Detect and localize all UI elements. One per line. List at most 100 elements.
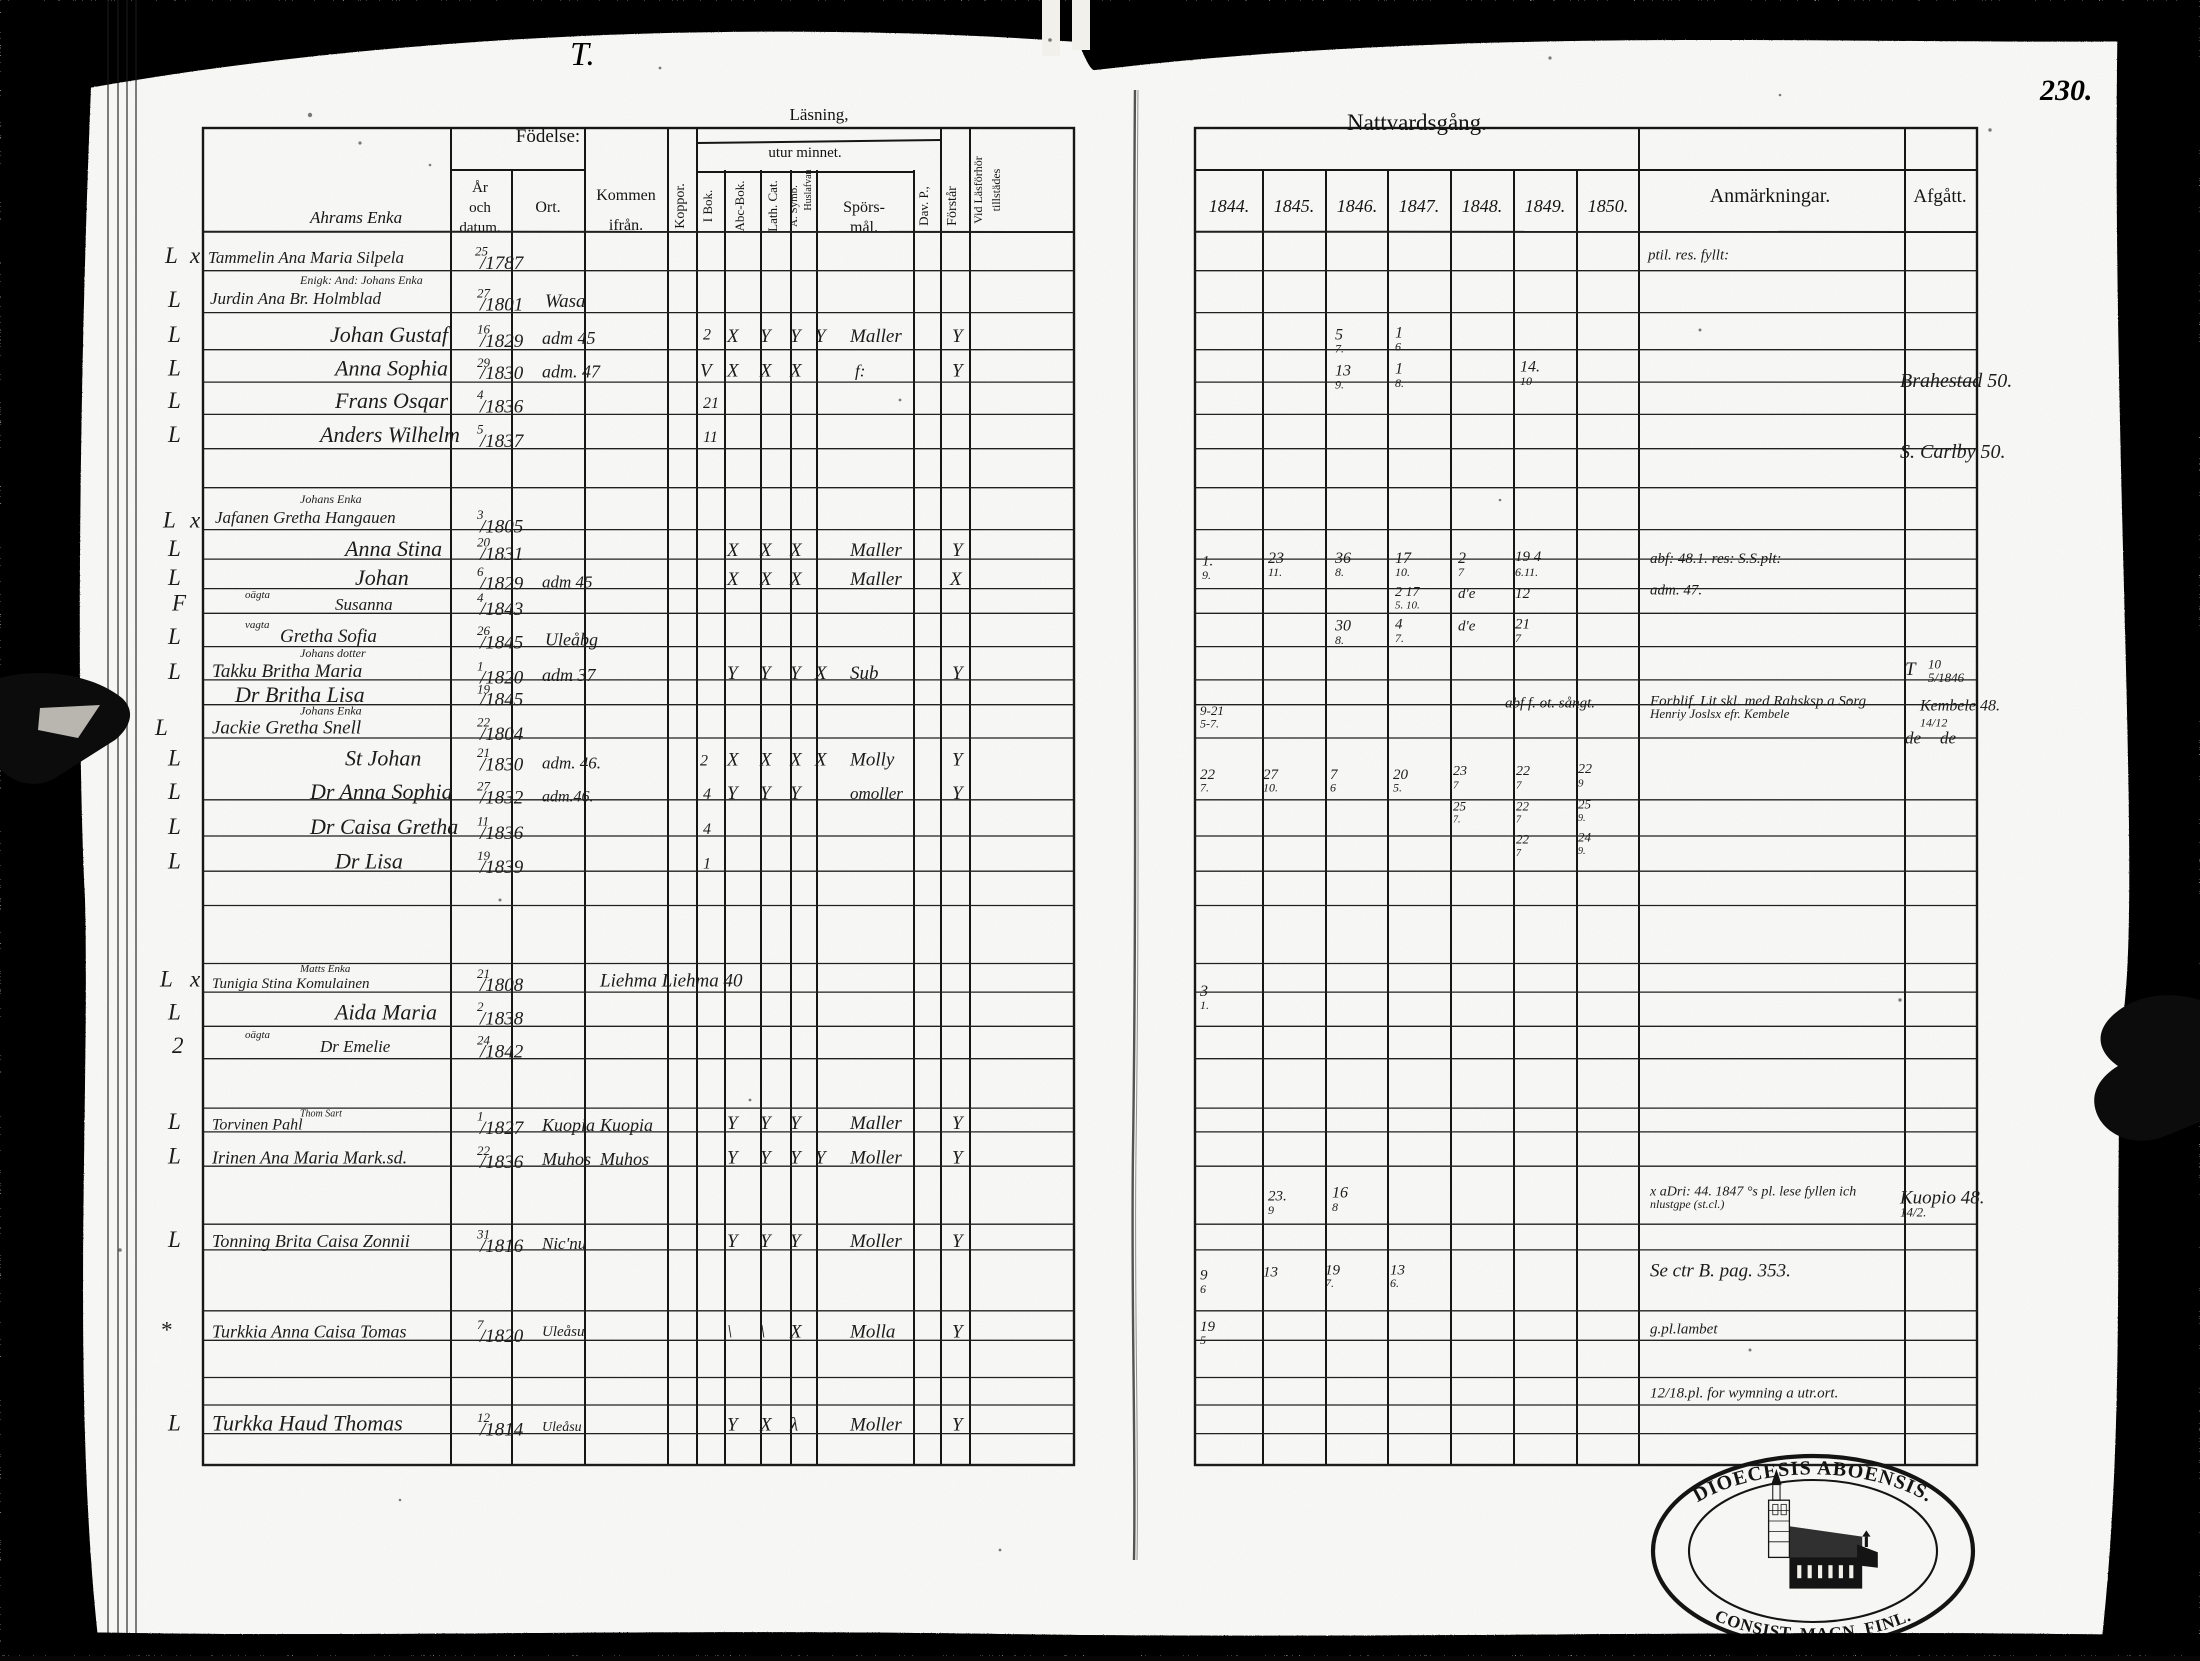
svg-text:7.: 7.	[1453, 815, 1461, 826]
svg-text:X: X	[789, 750, 803, 771]
svg-text:Turkka Haud Thomas: Turkka Haud Thomas	[212, 1411, 403, 1436]
svg-text:x: x	[189, 508, 201, 533]
svg-text:x: x	[189, 966, 201, 991]
svg-text:Liehma Liehma 40: Liehma Liehma 40	[599, 970, 743, 991]
svg-text:22: 22	[1516, 798, 1530, 813]
svg-text:5. 10.: 5. 10.	[1395, 600, 1420, 612]
svg-text:1844.: 1844.	[1209, 196, 1250, 216]
svg-text:2: 2	[172, 1033, 184, 1058]
svg-text:Torvinen Pahl: Torvinen Pahl	[212, 1117, 303, 1134]
svg-text:10: 10	[1520, 374, 1532, 388]
svg-text:7.: 7.	[1335, 342, 1344, 356]
svg-text:Johan Gustaf: Johan Gustaf	[330, 322, 451, 347]
svg-text:de: de	[1940, 729, 1957, 748]
svg-text:12/18.pl. for wymning a utr.or: 12/18.pl. for wymning a utr.ort.	[1650, 1385, 1838, 1401]
svg-text:Födelse:: Födelse:	[516, 126, 580, 147]
svg-text:Koppor.: Koppor.	[673, 183, 688, 229]
svg-text:adm. 46.: adm. 46.	[542, 753, 601, 772]
svg-text:Spörs-: Spörs-	[843, 199, 885, 216]
svg-text:Johans dotter: Johans dotter	[300, 646, 366, 660]
svg-text:Förstår: Förstår	[945, 186, 960, 226]
svg-text:/1804: /1804	[479, 724, 524, 745]
svg-text:X: X	[814, 663, 828, 684]
svg-text:Tonning Brita Caisa Zonnii: Tonning Brita Caisa Zonnii	[212, 1231, 410, 1251]
svg-text:L: L	[167, 1411, 181, 1436]
svg-text:11.: 11.	[1268, 565, 1282, 579]
svg-text:Kommen: Kommen	[596, 187, 656, 204]
svg-text:Ort.: Ort.	[535, 199, 560, 216]
svg-text:L: L	[167, 322, 181, 347]
svg-text:1850.: 1850.	[1588, 196, 1629, 216]
svg-text:5-7.: 5-7.	[1200, 717, 1219, 731]
svg-text:Takku Britha Maria: Takku Britha Maria	[212, 661, 362, 682]
svg-text:x: x	[189, 243, 201, 268]
svg-text:L: L	[159, 966, 173, 991]
svg-text:Uleåsu: Uleåsu	[542, 1420, 582, 1435]
svg-text:oägta: oägta	[245, 589, 271, 601]
svg-text:L: L	[167, 779, 181, 804]
svg-text:1845.: 1845.	[1274, 196, 1315, 216]
svg-text:mål.: mål.	[850, 219, 878, 236]
svg-text:7: 7	[1453, 779, 1459, 791]
svg-text:L: L	[167, 1109, 181, 1134]
svg-text:Maller: Maller	[849, 540, 902, 561]
svg-text:Tammelin Ana Maria Silpela: Tammelin Ana Maria Silpela	[208, 248, 404, 267]
svg-text:1.: 1.	[1200, 998, 1209, 1012]
svg-text:6: 6	[1395, 340, 1401, 354]
svg-text:14/2.: 14/2.	[1900, 1205, 1926, 1220]
svg-text:abf f. ot. sångt.: abf f. ot. sångt.	[1505, 696, 1595, 712]
svg-text:Maller: Maller	[849, 326, 902, 347]
svg-text:X: X	[759, 360, 773, 381]
svg-text:X: X	[789, 360, 803, 381]
svg-text:22: 22	[1516, 764, 1530, 779]
svg-text:Jackie Gretha Snell: Jackie Gretha Snell	[212, 718, 361, 739]
svg-text:24: 24	[1578, 830, 1592, 845]
svg-text:adm. 47.: adm. 47.	[1650, 582, 1702, 598]
svg-text:λ: λ	[789, 1415, 798, 1436]
svg-text:/1845: /1845	[479, 633, 523, 654]
svg-text:Susanna: Susanna	[335, 595, 393, 614]
svg-text:7: 7	[1515, 631, 1522, 645]
svg-text:d'e: d'e	[1458, 586, 1476, 602]
svg-text:25: 25	[1453, 798, 1467, 813]
svg-text:/1829: /1829	[479, 331, 524, 352]
svg-text:X: X	[789, 569, 803, 590]
svg-text:adm.46.: adm.46.	[542, 789, 594, 806]
svg-text:Huslafvan: Huslafvan	[803, 169, 814, 210]
svg-text:Tunigia Stina Komulainen: Tunigia Stina Komulainen	[212, 976, 370, 992]
svg-text:Vid Läsförhör: Vid Läsförhör	[971, 156, 985, 224]
svg-text:Frans Osqar: Frans Osqar	[334, 388, 449, 413]
svg-text:L: L	[167, 746, 181, 771]
svg-text:Abc-Bok.: Abc-Bok.	[732, 181, 747, 232]
svg-text:adm. 47: adm. 47	[542, 361, 601, 381]
svg-text:/1829: /1829	[479, 574, 524, 595]
svg-text:13: 13	[1263, 1265, 1278, 1281]
svg-text:L: L	[167, 565, 181, 590]
svg-text:Dav. P.,: Dav. P.,	[916, 186, 931, 226]
svg-text:Läsning,: Läsning,	[789, 105, 848, 124]
svg-text:Afgått.: Afgått.	[1913, 186, 1966, 207]
svg-text:Enigk: And: Johans Enka: Enigk: And: Johans Enka	[299, 273, 423, 287]
svg-text:8.: 8.	[1335, 633, 1344, 647]
svg-text:Ahrams Enka: Ahrams Enka	[309, 208, 402, 227]
svg-text:14/12: 14/12	[1920, 716, 1947, 730]
svg-text:Lath. Cat.: Lath. Cat.	[765, 180, 780, 232]
svg-text:7.: 7.	[1395, 631, 1404, 645]
svg-text:/1808: /1808	[479, 975, 524, 996]
svg-text:X: X	[789, 540, 803, 561]
svg-text:/1845: /1845	[479, 690, 523, 711]
svg-text:7.: 7.	[1200, 780, 1209, 794]
svg-text:9.: 9.	[1578, 846, 1586, 857]
svg-text:Sub: Sub	[850, 663, 879, 684]
svg-text:X: X	[726, 326, 740, 347]
svg-text:6.11.: 6.11.	[1515, 565, 1538, 579]
svg-text:7.: 7.	[1325, 1276, 1334, 1290]
svg-text:/1843: /1843	[479, 599, 523, 620]
svg-text:1: 1	[703, 855, 711, 872]
svg-text:*: *	[160, 1318, 172, 1343]
svg-text:/1814: /1814	[479, 1420, 524, 1441]
svg-text:Uleåsu: Uleåsu	[542, 1324, 585, 1340]
svg-text:F: F	[171, 591, 187, 616]
svg-text:/1836: /1836	[479, 823, 524, 844]
svg-text:7: 7	[1458, 565, 1465, 579]
